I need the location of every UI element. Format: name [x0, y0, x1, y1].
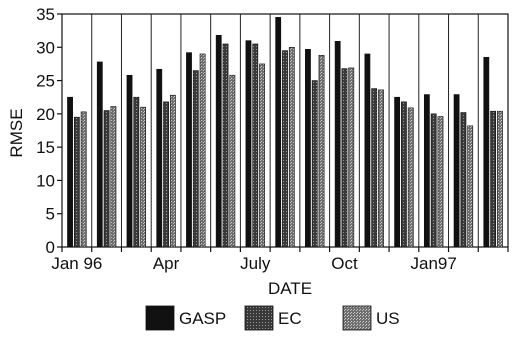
x-axis: Jan 96 Apr July Oct Jan97 — [51, 247, 509, 273]
bar-ec-0 — [73, 116, 80, 248]
bar-us-13 — [467, 125, 474, 248]
bar-gasp-10 — [364, 53, 371, 248]
plot-area — [61, 13, 509, 248]
legend-swatch-us — [342, 305, 372, 331]
y-tick-label: 5 — [46, 205, 55, 224]
y-tick-label: 20 — [36, 105, 55, 124]
y-tick-label: 0 — [46, 238, 55, 257]
bar-ec-9 — [341, 68, 348, 248]
y-tick-label: 35 — [36, 5, 55, 24]
bar-gasp-0 — [67, 96, 73, 248]
bar-us-1 — [110, 106, 117, 248]
bar-ec-11 — [401, 101, 407, 248]
bar-gasp-7 — [275, 17, 282, 248]
bar-ec-8 — [311, 80, 318, 248]
bar-gasp-12 — [423, 94, 430, 248]
y-tick-label: 25 — [36, 72, 55, 91]
bar-ec-13 — [460, 112, 467, 248]
bar-us-6 — [259, 63, 265, 248]
bar-ec-5 — [222, 43, 229, 248]
bar-ec-4 — [192, 70, 199, 248]
bar-ec-2 — [133, 96, 140, 248]
bar-us-11 — [407, 107, 414, 248]
bar-us-4 — [199, 53, 206, 248]
bar-ec-12 — [430, 113, 437, 248]
bar-gasp-11 — [394, 96, 401, 248]
legend-swatch-ec — [244, 305, 274, 331]
bar-us-9 — [348, 67, 355, 248]
bar-us-12 — [437, 116, 444, 248]
bar-gasp-13 — [453, 94, 460, 248]
bar-us-8 — [318, 54, 325, 248]
bar-us-14 — [497, 110, 503, 248]
bar-ec-1 — [103, 110, 110, 248]
bar-us-0 — [80, 111, 87, 248]
bar-ec-7 — [282, 50, 288, 248]
y-axis-title: RMSE — [7, 108, 26, 157]
legend: GASP EC US — [145, 305, 400, 331]
x-axis-title: DATE — [268, 279, 312, 298]
bar-gasp-8 — [305, 48, 311, 248]
x-tick-label: Jan 96 — [51, 254, 102, 273]
legend-swatch-gasp — [145, 305, 175, 331]
y-tick-label: 30 — [36, 38, 55, 57]
x-tick-label: Jan97 — [411, 254, 457, 273]
bar-ec-6 — [252, 43, 259, 248]
bar-us-7 — [288, 46, 295, 248]
legend-label-ec: EC — [278, 309, 302, 328]
bar-gasp-4 — [186, 52, 192, 248]
bar-gasp-14 — [483, 56, 490, 248]
y-axis: 0 5 10 15 20 25 30 35 — [36, 5, 62, 257]
bar-us-5 — [229, 74, 236, 248]
y-tick-label: 10 — [36, 171, 55, 190]
bar-gasp-5 — [215, 35, 222, 248]
x-tick-label: Oct — [331, 254, 358, 273]
bar-us-2 — [140, 106, 147, 248]
bar-gasp-6 — [245, 40, 252, 248]
legend-label-gasp: GASP — [179, 309, 226, 328]
y-tick-label: 15 — [36, 138, 55, 157]
bar-ec-14 — [490, 110, 497, 248]
bar-gasp-3 — [156, 68, 163, 248]
bar-us-10 — [378, 89, 384, 248]
bar-gasp-2 — [126, 74, 133, 248]
bar-gasp-1 — [96, 61, 103, 248]
bar-ec-10 — [371, 88, 378, 248]
x-tick-label: July — [240, 254, 271, 273]
legend-label-us: US — [376, 309, 400, 328]
x-tick-label: Apr — [153, 254, 180, 273]
bar-ec-3 — [163, 101, 169, 248]
bar-us-3 — [169, 94, 176, 248]
bar-gasp-9 — [334, 40, 341, 248]
